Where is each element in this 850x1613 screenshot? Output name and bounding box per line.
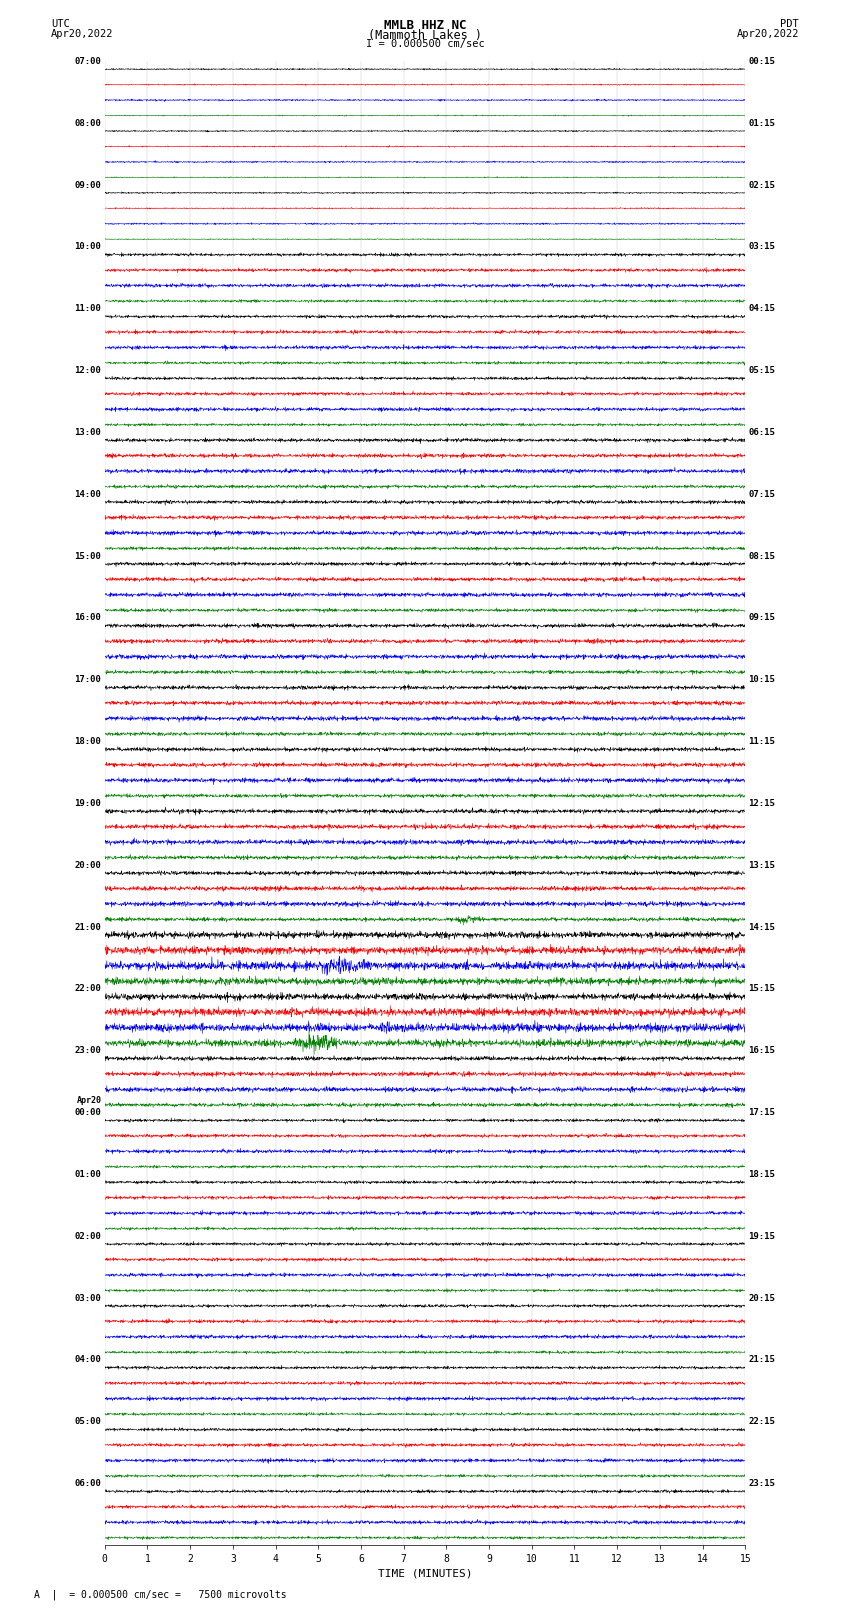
Text: (Mammoth Lakes ): (Mammoth Lakes ) [368,29,482,42]
Text: 14:00: 14:00 [75,490,101,498]
Text: UTC: UTC [51,19,70,29]
Text: 01:00: 01:00 [75,1169,101,1179]
Text: MMLB HHZ NC: MMLB HHZ NC [383,19,467,32]
Text: 15:00: 15:00 [75,552,101,561]
Text: 23:00: 23:00 [75,1047,101,1055]
Text: 20:00: 20:00 [75,861,101,869]
Text: 16:00: 16:00 [75,613,101,623]
Text: 01:15: 01:15 [749,119,775,127]
Text: 11:00: 11:00 [75,305,101,313]
Text: 13:00: 13:00 [75,427,101,437]
Text: 10:00: 10:00 [75,242,101,252]
Text: Apr20,2022: Apr20,2022 [51,29,114,39]
Text: 11:15: 11:15 [749,737,775,747]
Text: 07:15: 07:15 [749,490,775,498]
Text: 07:00: 07:00 [75,56,101,66]
Text: 21:15: 21:15 [749,1355,775,1365]
Text: 18:15: 18:15 [749,1169,775,1179]
Text: 08:00: 08:00 [75,119,101,127]
Text: 22:15: 22:15 [749,1418,775,1426]
Text: 04:00: 04:00 [75,1355,101,1365]
Text: 20:15: 20:15 [749,1294,775,1303]
Text: 05:00: 05:00 [75,1418,101,1426]
Text: 14:15: 14:15 [749,923,775,932]
Text: 00:00: 00:00 [75,1108,101,1118]
Text: A  |  = 0.000500 cm/sec =   7500 microvolts: A | = 0.000500 cm/sec = 7500 microvolts [34,1589,286,1600]
Text: 15:15: 15:15 [749,984,775,994]
Text: 23:15: 23:15 [749,1479,775,1489]
Text: 09:00: 09:00 [75,181,101,190]
Text: 10:15: 10:15 [749,676,775,684]
Text: I = 0.000500 cm/sec: I = 0.000500 cm/sec [366,39,484,48]
Text: 17:00: 17:00 [75,676,101,684]
Text: 12:00: 12:00 [75,366,101,376]
Text: 05:15: 05:15 [749,366,775,376]
Text: 19:15: 19:15 [749,1232,775,1240]
Text: 04:15: 04:15 [749,305,775,313]
Text: 13:15: 13:15 [749,861,775,869]
Text: 03:00: 03:00 [75,1294,101,1303]
Text: 03:15: 03:15 [749,242,775,252]
Text: 21:00: 21:00 [75,923,101,932]
Text: 02:00: 02:00 [75,1232,101,1240]
Text: 09:15: 09:15 [749,613,775,623]
Text: 16:15: 16:15 [749,1047,775,1055]
Text: Apr20,2022: Apr20,2022 [736,29,799,39]
Text: 06:15: 06:15 [749,427,775,437]
Text: 22:00: 22:00 [75,984,101,994]
Text: 08:15: 08:15 [749,552,775,561]
Text: Apr20: Apr20 [76,1095,101,1105]
X-axis label: TIME (MINUTES): TIME (MINUTES) [377,1569,473,1579]
Text: 02:15: 02:15 [749,181,775,190]
Text: PDT: PDT [780,19,799,29]
Text: 12:15: 12:15 [749,798,775,808]
Text: 06:00: 06:00 [75,1479,101,1489]
Text: 19:00: 19:00 [75,798,101,808]
Text: 17:15: 17:15 [749,1108,775,1118]
Text: 00:15: 00:15 [749,56,775,66]
Text: 18:00: 18:00 [75,737,101,747]
